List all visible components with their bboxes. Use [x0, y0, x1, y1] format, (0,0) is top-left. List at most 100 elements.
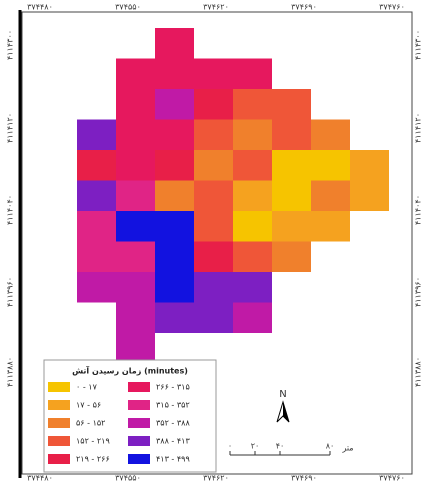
- legend-label: ۲۶۶ - ۳۱۵: [156, 383, 190, 392]
- grid-cell: [116, 241, 155, 272]
- grid-cell: [233, 119, 272, 150]
- right-coord-label: ۴۱۱۳۸۸۰: [414, 357, 423, 387]
- grid-cell: [194, 89, 233, 120]
- bottom-coord-label: ۳۷۴۶۲۰: [203, 474, 229, 483]
- grid-cell: [233, 180, 272, 211]
- legend-swatch: [48, 436, 70, 446]
- grid-cell: [155, 119, 194, 150]
- legend-label: ۵۶ - ۱۵۲: [76, 419, 105, 428]
- grid-cell: [272, 119, 311, 150]
- right-coord-label: ۴۱۱۴۳۰۰: [414, 30, 423, 60]
- grid-cell: [77, 272, 116, 303]
- grid-cell: [116, 58, 155, 89]
- grid-cell: [116, 333, 155, 364]
- right-coord-label: ۴۱۱۴۱۲۰: [414, 113, 423, 143]
- grid-cell: [155, 302, 194, 333]
- scale-tick-label: ۸۰: [326, 442, 335, 451]
- grid-cell: [116, 180, 155, 211]
- grid-cell: [194, 180, 233, 211]
- grid-cell: [155, 28, 194, 59]
- grid-cell: [233, 272, 272, 303]
- grid-cell: [116, 272, 155, 303]
- grid-cell: [77, 119, 116, 150]
- grid-cell: [272, 180, 311, 211]
- grid-cell: [272, 89, 311, 120]
- bottom-coord-label: ۳۷۴۶۹۰: [291, 474, 317, 483]
- grid-cell: [311, 119, 350, 150]
- scale-tick-label: ۲۰: [251, 442, 260, 451]
- grid-cell: [155, 180, 194, 211]
- grid-cell: [116, 302, 155, 333]
- bottom-coord-label: ۳۷۴۵۵۰: [115, 474, 141, 483]
- grid-cell: [194, 150, 233, 181]
- grid-cell: [194, 302, 233, 333]
- legend-label: ۱۷ - ۵۶: [76, 401, 101, 410]
- grid-cell: [272, 150, 311, 181]
- grid-cell: [77, 180, 116, 211]
- grid-cell: [155, 211, 194, 242]
- grid-cell: [77, 211, 116, 242]
- grid-cell: [116, 150, 155, 181]
- grid-cell: [194, 241, 233, 272]
- left-coord-label: ۴۱۱۴۳۰۰: [6, 30, 15, 60]
- grid-cell: [233, 150, 272, 181]
- legend-swatch: [48, 382, 70, 392]
- legend-title: زمان رسیدن آتش (minutes): [72, 366, 188, 377]
- legend-swatch: [128, 436, 150, 446]
- top-coord-label: ۳۷۴۴۸۰: [27, 3, 53, 12]
- legend-label: ۳۸۸ - ۴۱۳: [156, 437, 190, 446]
- top-coord-label: ۳۷۴۶۲۰: [203, 3, 229, 12]
- right-coord-label: ۴۱۱۴۰۴۰: [414, 195, 423, 225]
- legend-label: ۲۱۹ - ۲۶۶: [76, 455, 110, 464]
- grid-cell: [155, 241, 194, 272]
- grid-cell: [155, 150, 194, 181]
- scale-tick-label: ۰: [228, 442, 232, 451]
- left-coord-label: ۴۱۱۳۹۶۰: [6, 277, 15, 307]
- grid-cell: [272, 241, 311, 272]
- legend-swatch: [128, 454, 150, 464]
- legend-swatch: [48, 454, 70, 464]
- top-coord-label: ۳۷۴۷۶۰: [379, 3, 405, 12]
- left-coord-label: ۴۱۱۳۸۸۰: [6, 357, 15, 387]
- top-coord-label: ۳۷۴۵۵۰: [115, 3, 141, 12]
- grid-cell: [155, 272, 194, 303]
- grid-cell: [155, 58, 194, 89]
- legend-swatch: [48, 418, 70, 428]
- north-label: N: [279, 389, 286, 400]
- grid-cell: [233, 211, 272, 242]
- grid-cell: [233, 89, 272, 120]
- legend-box: [43, 359, 217, 473]
- bottom-coord-label: ۳۷۴۴۸۰: [27, 474, 53, 483]
- grid-cell: [311, 180, 350, 211]
- north-arrow: N: [276, 389, 290, 423]
- right-coord-label: ۴۱۱۳۹۶۰: [414, 277, 423, 307]
- grid-cell: [233, 302, 272, 333]
- grid-cell: [194, 272, 233, 303]
- scale-tick-label: ۴۰: [276, 442, 285, 451]
- legend-swatch: [128, 382, 150, 392]
- grid-cell: [233, 241, 272, 272]
- left-coord-label: ۴۱۱۴۱۲۰: [6, 113, 15, 143]
- bottom-coord-label: ۳۷۴۷۶۰: [379, 474, 405, 483]
- grid-cell: [194, 58, 233, 89]
- grid-cell: [116, 119, 155, 150]
- north-arrow-half: [283, 402, 289, 422]
- grid-cell: [116, 211, 155, 242]
- legend-label: ۱۵۲ - ۲۱۹: [76, 437, 110, 446]
- legend-label: ۳۱۵ - ۳۵۲: [156, 401, 190, 410]
- legend-swatch: [128, 418, 150, 428]
- grid-cell: [272, 211, 311, 242]
- grid-cell: [116, 89, 155, 120]
- legend-label: ۳۵۲ - ۳۸۸: [156, 419, 190, 428]
- grid-cell: [77, 241, 116, 272]
- grid-cell: [311, 211, 350, 242]
- grid-cell: [194, 211, 233, 242]
- scale-unit: متر: [341, 444, 353, 453]
- grid-cell: [311, 150, 350, 181]
- grid-cell: [233, 58, 272, 89]
- grid-cell: [194, 119, 233, 150]
- left-coord-label: ۴۱۱۴۰۴۰: [6, 195, 15, 225]
- grid-cell: [155, 89, 194, 120]
- legend-label: ۰ - ۱۷: [76, 383, 98, 392]
